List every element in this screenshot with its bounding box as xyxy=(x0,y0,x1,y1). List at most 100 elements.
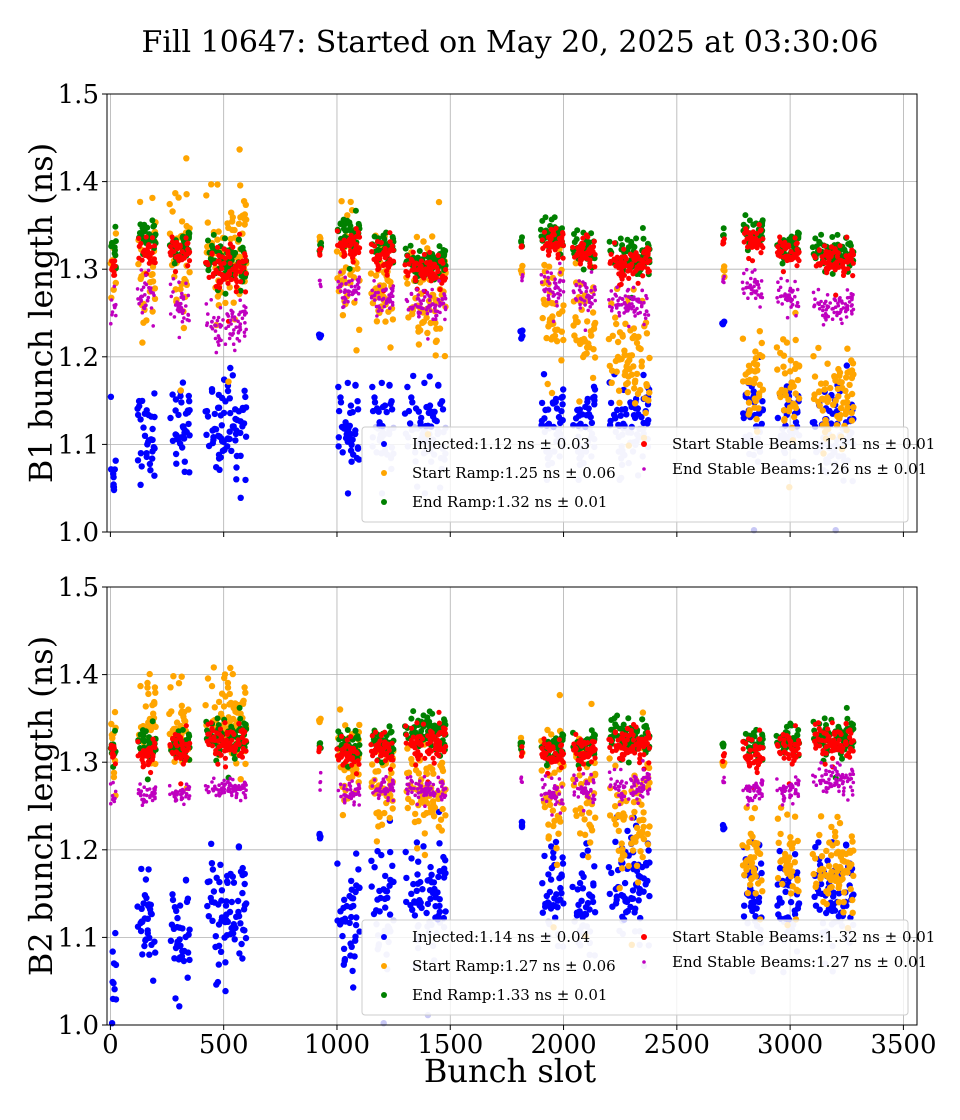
b1-point-end-stable-beams xyxy=(140,310,145,315)
b1-point-start-ramp xyxy=(415,341,423,348)
b2-point-start-stable-beams xyxy=(346,754,352,760)
b2-point-injected xyxy=(377,894,384,902)
b2-point-end-stable-beams xyxy=(179,792,183,797)
b1-point-end-stable-beams xyxy=(184,281,188,286)
b1-point-injected xyxy=(232,415,239,423)
b1-ytick-label: 1.5 xyxy=(58,80,99,110)
b1-point-start-ramp xyxy=(177,387,184,394)
b1-point-injected xyxy=(383,408,390,416)
b2-point-injected xyxy=(420,843,427,850)
b1-point-end-stable-beams xyxy=(794,313,798,318)
b2-point-injected xyxy=(441,865,448,872)
b2-point-injected xyxy=(348,943,355,950)
b2-point-injected xyxy=(341,915,349,922)
b1-point-injected xyxy=(167,414,174,422)
b1-point-injected xyxy=(215,455,223,462)
b1-point-end-stable-beams xyxy=(152,293,156,298)
b1-point-start-ramp xyxy=(642,409,649,417)
b1-point-end-ramp xyxy=(639,225,646,231)
b1-point-start-stable-beams xyxy=(560,255,566,261)
b1-point-start-stable-beams xyxy=(591,238,597,244)
b1-point-end-stable-beams xyxy=(377,297,381,301)
b1-point-injected xyxy=(371,399,379,406)
b1-point-start-stable-beams xyxy=(628,263,634,269)
b1-point-end-stable-beams xyxy=(646,313,651,317)
b1-point-injected xyxy=(623,411,630,418)
b1-point-end-stable-beams xyxy=(175,300,179,304)
b2-point-injected xyxy=(355,866,362,873)
b1-point-end-stable-beams xyxy=(416,311,421,316)
b1-point-injected xyxy=(209,439,216,447)
b1-point-end-stable-beams xyxy=(821,305,825,309)
b1-point-start-stable-beams xyxy=(356,234,362,240)
b1-point-end-ramp xyxy=(205,267,212,274)
b1-point-end-stable-beams xyxy=(225,312,229,316)
b1-point-start-stable-beams xyxy=(592,251,598,258)
b1-point-start-ramp xyxy=(230,299,237,306)
b2-point-start-ramp xyxy=(414,845,421,852)
b1-point-start-stable-beams xyxy=(741,230,748,236)
b1-point-start-ramp xyxy=(560,302,567,309)
b2-point-injected xyxy=(208,860,216,867)
b2-point-injected xyxy=(205,913,212,920)
b1-point-end-stable-beams xyxy=(629,305,634,310)
b1-point-end-stable-beams xyxy=(443,296,448,301)
b1-point-end-stable-beams xyxy=(588,294,592,299)
b1-point-start-stable-beams xyxy=(136,255,142,261)
b1-point-end-stable-beams xyxy=(614,294,618,298)
b1-point-start-stable-beams xyxy=(233,276,239,283)
b1-point-injected xyxy=(181,458,188,465)
b1-point-end-ramp xyxy=(352,207,359,214)
b1-point-start-stable-beams xyxy=(228,276,234,283)
b1-point-start-ramp xyxy=(235,253,243,260)
b1-point-end-stable-beams xyxy=(638,310,642,315)
b1-point-end-stable-beams xyxy=(139,268,144,272)
b2-point-injected xyxy=(413,887,420,894)
b1-point-start-stable-beams xyxy=(621,246,627,252)
b2-point-start-stable-beams xyxy=(187,740,193,746)
b1-point-start-stable-beams xyxy=(143,234,149,240)
b1-point-end-ramp xyxy=(402,245,409,252)
b1-point-end-stable-beams xyxy=(180,311,185,316)
b2-point-end-stable-beams xyxy=(357,803,362,807)
b2-point-start-stable-beams xyxy=(140,764,146,770)
b1-point-injected xyxy=(229,372,236,379)
b2-point-start-stable-beams xyxy=(146,745,152,751)
b1-point-end-stable-beams xyxy=(843,302,848,306)
b1-point-end-stable-beams xyxy=(643,316,648,321)
b1-point-end-stable-beams xyxy=(229,322,233,326)
b1-point-end-stable-beams xyxy=(342,300,347,305)
b2-point-start-ramp xyxy=(142,703,149,710)
b1-point-injected xyxy=(172,396,180,403)
b1-point-start-stable-beams xyxy=(402,262,408,268)
b1-point-injected xyxy=(388,406,396,413)
b1-point-end-stable-beams xyxy=(776,280,780,285)
b2-point-injected xyxy=(148,941,155,948)
b1-point-start-ramp xyxy=(591,354,599,361)
b1-point-start-ramp xyxy=(843,399,850,406)
b1-point-end-stable-beams xyxy=(423,295,427,299)
b1-point-start-stable-beams xyxy=(585,234,591,240)
b2-point-end-stable-beams xyxy=(174,793,179,797)
b1-point-end-ramp xyxy=(551,214,558,221)
b2-point-end-stable-beams xyxy=(348,787,353,792)
b1-point-injected xyxy=(242,404,250,411)
b1-point-injected xyxy=(584,395,591,403)
b2-point-injected xyxy=(152,949,159,956)
b2-point-start-stable-beams xyxy=(519,744,525,750)
b1-point-start-stable-beams xyxy=(518,244,525,250)
b1-point-start-ramp xyxy=(831,373,838,380)
b1-point-start-ramp xyxy=(354,265,361,272)
b1-point-start-stable-beams xyxy=(350,259,356,265)
b1-point-start-stable-beams xyxy=(443,266,449,273)
b1-point-start-ramp xyxy=(742,371,749,378)
b2-point-end-stable-beams xyxy=(222,784,226,788)
b2-point-end-stable-beams xyxy=(345,787,350,792)
b1-point-start-ramp xyxy=(786,404,794,411)
b1-point-start-ramp xyxy=(225,378,232,385)
b1-point-end-stable-beams xyxy=(215,318,220,323)
b1-point-injected xyxy=(591,386,599,393)
b1-point-end-ramp xyxy=(559,225,565,232)
b2-point-end-stable-beams xyxy=(386,796,391,800)
b1-point-end-stable-beams xyxy=(627,324,631,329)
